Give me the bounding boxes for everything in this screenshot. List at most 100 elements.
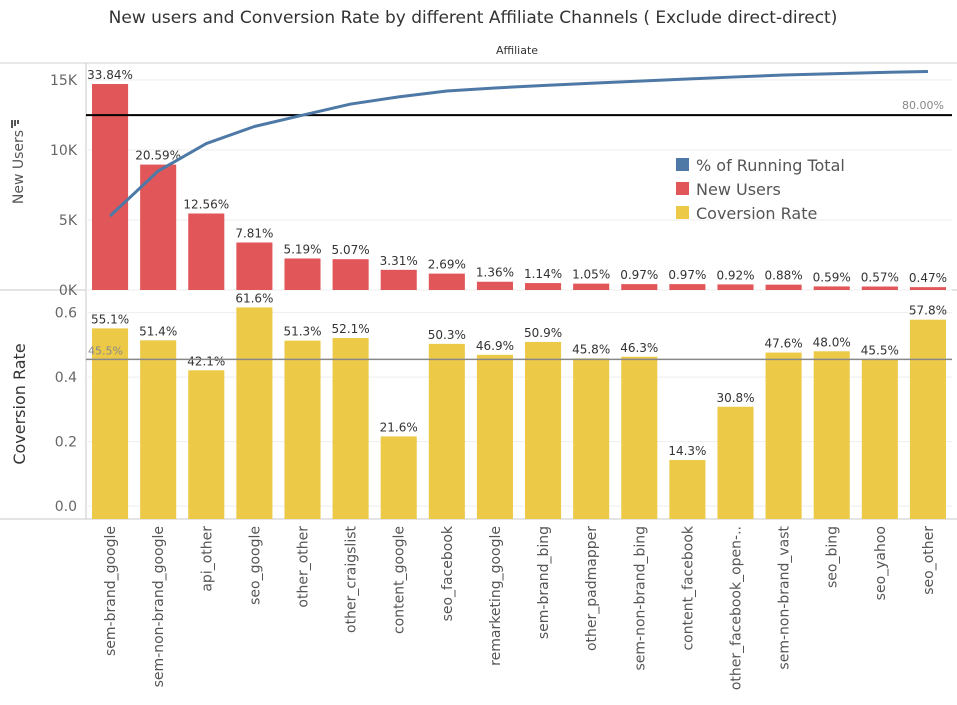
reference-lines: 80.00% 45.5% [86, 99, 952, 361]
conversion-rate-bar [717, 406, 754, 519]
conversion-rate-bar-label: 55.1% [91, 312, 129, 326]
conversion-rate-bars: 55.1% 51.4% 42.1% 61.6% 51.3% 52.1% 21.6% 50.3%… [91, 291, 947, 519]
conversion-rate-bar [813, 351, 850, 519]
new-users-bar-label: 1.14% [524, 267, 562, 281]
conversion-rate-bar [428, 343, 465, 519]
legend-label: % of Running Total [696, 156, 845, 175]
conversion-rate-bar-label: 47.6% [765, 337, 803, 351]
column-header-affiliate: Affiliate [496, 44, 538, 57]
category-labels: sem-brand_google sem-non-brand_google api_… [103, 525, 937, 690]
new-users-bar [380, 269, 417, 290]
new-users-bar-label: 0.57% [861, 271, 899, 285]
y-axis-title-new-users: New Users [11, 130, 27, 204]
new-users-bar-label: 0.47% [909, 271, 947, 285]
conversion-rate-bar-label: 14.3% [668, 444, 706, 458]
category-label: sem-non-brand_vast [777, 525, 793, 669]
conversion-rate-bar [188, 370, 225, 519]
conversion-rate-bar-label: 45.8% [572, 342, 610, 356]
conversion-rate-bar-label: 51.4% [139, 324, 177, 338]
conversion-rate-bar-label: 42.1% [187, 354, 225, 368]
reference-line-80-label: 80.00% [902, 99, 944, 112]
new-users-bar [236, 242, 273, 290]
new-users-bar-label: 0.88% [765, 269, 803, 283]
conversion-rate-bar-label: 52.1% [332, 322, 370, 336]
category-label: sem-non-brand_bing [632, 526, 648, 670]
category-label: other_craigslist [344, 525, 360, 632]
top-y-tick-label: 5K [59, 213, 78, 229]
conversion-rate-bar [909, 319, 946, 519]
new-users-bar [813, 286, 850, 290]
conversion-rate-bar [573, 358, 610, 519]
conversion-rate-bar-label: 46.9% [476, 339, 514, 353]
reference-line-avg-label: 45.5% [88, 344, 123, 357]
category-label: other_other [296, 526, 312, 608]
new-users-bar [284, 258, 321, 290]
filter-icon[interactable] [11, 120, 19, 128]
conversion-rate-bar-label: 51.3% [283, 325, 321, 339]
category-label: other_facebook_open-.. [729, 526, 745, 690]
category-label: sem-brand_bing [536, 526, 552, 639]
bottom-y-tick-label: 0.0 [55, 499, 77, 515]
bottom-y-tick-label: 0.6 [55, 306, 77, 322]
conversion-rate-bar-label: 46.3% [620, 341, 658, 355]
category-label: sem-non-brand_google [151, 526, 167, 687]
new-users-bar-label: 2.69% [428, 258, 466, 272]
conversion-rate-bar-label: 45.5% [861, 343, 899, 357]
running-total-line [109, 69, 928, 218]
new-users-bar [765, 284, 802, 290]
chart-title: New users and Conversion Rate by differe… [109, 8, 838, 28]
legend-swatch [676, 158, 689, 171]
category-label: other_padmapper [584, 526, 600, 651]
category-label: api_other [199, 526, 215, 592]
new-users-bar [909, 287, 946, 290]
category-label: sem-brand_google [103, 526, 119, 656]
new-users-bar-label: 33.84% [87, 68, 133, 82]
new-users-bar [140, 164, 177, 290]
conversion-rate-bar [236, 307, 273, 519]
new-users-bar [717, 284, 754, 290]
new-users-bar-label: 7.81% [235, 226, 273, 240]
conversion-rate-bar-label: 61.6% [235, 291, 273, 305]
new-users-bar [188, 213, 225, 290]
top-y-tick-label: 15K [50, 73, 78, 89]
conversion-rate-bar-label: 57.8% [909, 304, 947, 318]
category-label: content_facebook [680, 525, 696, 650]
legend-swatch [676, 182, 689, 195]
new-users-bar [428, 273, 465, 290]
new-users-bar-label: 0.97% [668, 268, 706, 282]
new-users-bar-label: 0.59% [813, 270, 851, 284]
conversion-rate-bar [380, 436, 417, 519]
new-users-bar-label: 5.19% [283, 242, 321, 256]
category-label: seo_bing [825, 526, 841, 588]
conversion-rate-bar [525, 341, 562, 519]
conversion-rate-bar-label: 50.9% [524, 326, 562, 340]
new-users-bar [669, 284, 706, 290]
conversion-rate-bar [140, 340, 177, 519]
conversion-rate-bar [284, 340, 321, 519]
conversion-rate-bar-label: 48.0% [813, 335, 851, 349]
new-users-bar [525, 283, 562, 290]
new-users-bar-label: 20.59% [135, 149, 181, 163]
legend-label: Coversion Rate [696, 204, 817, 223]
new-users-bar [92, 84, 129, 290]
new-users-bar [861, 286, 898, 290]
new-users-bar-label: 12.56% [183, 197, 229, 211]
new-users-bar [476, 281, 513, 290]
bottom-y-tick-label: 0.2 [55, 435, 77, 451]
new-users-bar [332, 259, 369, 290]
conversion-rate-bar [621, 356, 658, 519]
category-label: seo_other [921, 526, 937, 595]
category-label: seo_google [247, 526, 263, 605]
new-users-bar [621, 284, 658, 290]
new-users-bars: 33.84% 20.59% 12.56% 7.81% 5.19% 5.07% 3.31% 2.… [87, 68, 947, 290]
top-y-tick-label: 0K [59, 283, 78, 299]
new-users-bar-label: 0.92% [716, 268, 754, 282]
running-total-polyline [109, 69, 928, 218]
conversion-rate-bar [669, 459, 706, 519]
conversion-rate-bar [332, 338, 369, 519]
category-label: seo_yahoo [873, 526, 889, 600]
new-users-bar-label: 1.05% [572, 268, 610, 282]
conversion-rate-bar-label: 50.3% [428, 328, 466, 342]
y-axis-title-conversion-rate: Coversion Rate [10, 343, 29, 464]
top-y-ticks: 0K 5K 10K 15K [50, 73, 952, 299]
